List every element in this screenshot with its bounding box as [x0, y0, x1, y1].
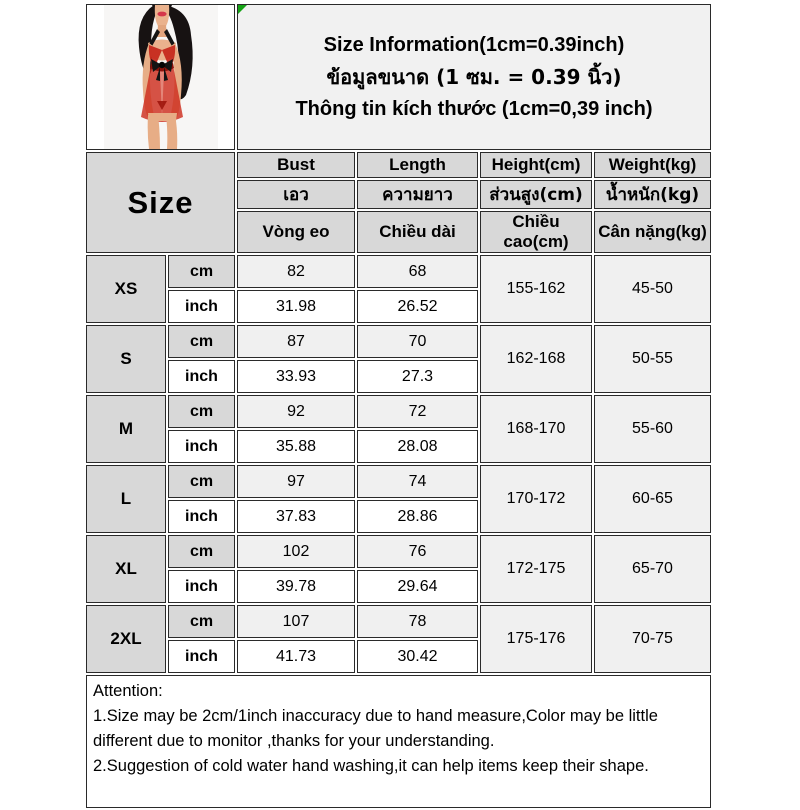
- product-photo-cell: [86, 4, 235, 150]
- s-bust-inch: 33.93: [237, 360, 355, 393]
- size-label-xl: XL: [86, 535, 166, 603]
- 2xl-weight: 70-75: [594, 605, 711, 673]
- m-weight: 55-60: [594, 395, 711, 463]
- unit-inch: inch: [168, 430, 235, 463]
- xl-length-inch: 29.64: [357, 570, 478, 603]
- s-length-inch: 27.3: [357, 360, 478, 393]
- unit-inch: inch: [168, 640, 235, 673]
- 2xl-bust-inch: 41.73: [237, 640, 355, 673]
- attention-heading: Attention:: [93, 682, 163, 700]
- size-label-2xl: 2XL: [86, 605, 166, 673]
- header-banner-row: Size Information(1cm=0.39inch) ข้อมูลขนา…: [86, 4, 711, 150]
- 2xl-height: 175-176: [480, 605, 592, 673]
- xs-bust-inch: 31.98: [237, 290, 355, 323]
- col-header-height-vi: Chiều cao(cm): [480, 211, 592, 253]
- size-label-s: S: [86, 325, 166, 393]
- s-weight: 50-55: [594, 325, 711, 393]
- l-height: 170-172: [480, 465, 592, 533]
- unit-cm: cm: [168, 395, 235, 428]
- l-bust-inch: 37.83: [237, 500, 355, 533]
- col-header-bust-vi: Vòng eo: [237, 211, 355, 253]
- xl-height: 172-175: [480, 535, 592, 603]
- size-row-2xl-cm: 2XL cm 107 78 175-176 70-75: [86, 605, 711, 673]
- col-header-bust-en: Bust: [237, 152, 355, 178]
- xs-height: 155-162: [480, 255, 592, 323]
- col-header-bust-th: เอว: [237, 180, 355, 209]
- attention-notes: Attention: 1.Size may be 2cm/1inch inacc…: [86, 675, 711, 808]
- title-vietnamese: Thông tin kích thước (1cm=0,39 inch): [295, 98, 653, 120]
- col-header-weight-th: น้ำหนัก(kg): [594, 180, 711, 209]
- title-english: Size Information(1cm=0.39inch): [323, 34, 625, 56]
- m-height: 168-170: [480, 395, 592, 463]
- col-header-length-en: Length: [357, 152, 478, 178]
- xs-weight: 45-50: [594, 255, 711, 323]
- title-thai: ข้อมูลขนาด (1 ซม. = 0.39 นิ้ว): [326, 65, 622, 89]
- unit-cm: cm: [168, 605, 235, 638]
- unit-cm: cm: [168, 325, 235, 358]
- xl-bust-cm: 102: [237, 535, 355, 568]
- xs-bust-cm: 82: [237, 255, 355, 288]
- xl-weight: 65-70: [594, 535, 711, 603]
- col-header-height-th: ส่วนสูง(cm): [480, 180, 592, 209]
- unit-inch: inch: [168, 500, 235, 533]
- unit-cm: cm: [168, 465, 235, 498]
- xs-length-inch: 26.52: [357, 290, 478, 323]
- size-row-m-inch: inch 35.88 28.08: [86, 430, 711, 463]
- m-length-cm: 72: [357, 395, 478, 428]
- column-header-row-english: Size Bust Length Height(cm) Weight(kg): [86, 152, 711, 253]
- l-bust-cm: 97: [237, 465, 355, 498]
- size-row-xl-inch: inch 39.78 29.64: [86, 570, 711, 603]
- unit-inch: inch: [168, 290, 235, 323]
- size-row-2xl-inch: inch 41.73 30.42: [86, 640, 711, 673]
- m-bust-cm: 92: [237, 395, 355, 428]
- attention-note-1: 1.Size may be 2cm/1inch inaccuracy due t…: [93, 707, 658, 750]
- s-length-cm: 70: [357, 325, 478, 358]
- size-column-header: Size: [86, 152, 235, 253]
- l-weight: 60-65: [594, 465, 711, 533]
- 2xl-length-cm: 78: [357, 605, 478, 638]
- attention-note-2: 2.Suggestion of cold water hand washing,…: [93, 757, 649, 775]
- m-length-inch: 28.08: [357, 430, 478, 463]
- size-row-m-cm: M cm 92 72 168-170 55-60: [86, 395, 711, 463]
- col-header-length-vi: Chiều dài: [357, 211, 478, 253]
- xl-length-cm: 76: [357, 535, 478, 568]
- col-header-weight-vi: Cân nặng(kg): [594, 211, 711, 253]
- 2xl-length-inch: 30.42: [357, 640, 478, 673]
- xs-length-cm: 68: [357, 255, 478, 288]
- attention-row: Attention: 1.Size may be 2cm/1inch inacc…: [86, 675, 711, 808]
- column-header-row-vietnamese: Vòng eo Chiều dài Chiều cao(cm) Cân nặng…: [86, 211, 711, 253]
- size-label-l: L: [86, 465, 166, 533]
- size-row-s-cm: S cm 87 70 162-168 50-55: [86, 325, 711, 393]
- l-length-inch: 28.86: [357, 500, 478, 533]
- size-row-xs-cm: XS cm 82 68 155-162 45-50: [86, 255, 711, 323]
- xl-bust-inch: 39.78: [237, 570, 355, 603]
- size-row-l-inch: inch 37.83 28.86: [86, 500, 711, 533]
- size-chart-table: Size Information(1cm=0.39inch) ข้อมูลขนา…: [84, 2, 713, 810]
- column-header-row-thai: เอว ความยาว ส่วนสูง(cm) น้ำหนัก(kg): [86, 180, 711, 209]
- size-row-xl-cm: XL cm 102 76 172-175 65-70: [86, 535, 711, 603]
- size-label-m: M: [86, 395, 166, 463]
- unit-cm: cm: [168, 255, 235, 288]
- size-information-title-cell: Size Information(1cm=0.39inch) ข้อมูลขนา…: [237, 4, 711, 150]
- size-chart-sheet: Size Information(1cm=0.39inch) ข้อมูลขนา…: [84, 2, 713, 810]
- product-photo: [103, 5, 218, 149]
- size-row-l-cm: L cm 97 74 170-172 60-65: [86, 465, 711, 533]
- unit-inch: inch: [168, 360, 235, 393]
- size-row-xs-inch: inch 31.98 26.52: [86, 290, 711, 323]
- col-header-length-th: ความยาว: [357, 180, 478, 209]
- size-row-s-inch: inch 33.93 27.3: [86, 360, 711, 393]
- comment-marker-icon: [238, 5, 247, 14]
- s-bust-cm: 87: [237, 325, 355, 358]
- 2xl-bust-cm: 107: [237, 605, 355, 638]
- unit-inch: inch: [168, 570, 235, 603]
- s-height: 162-168: [480, 325, 592, 393]
- l-length-cm: 74: [357, 465, 478, 498]
- col-header-height-en: Height(cm): [480, 152, 592, 178]
- unit-cm: cm: [168, 535, 235, 568]
- col-header-weight-en: Weight(kg): [594, 152, 711, 178]
- m-bust-inch: 35.88: [237, 430, 355, 463]
- size-label-xs: XS: [86, 255, 166, 323]
